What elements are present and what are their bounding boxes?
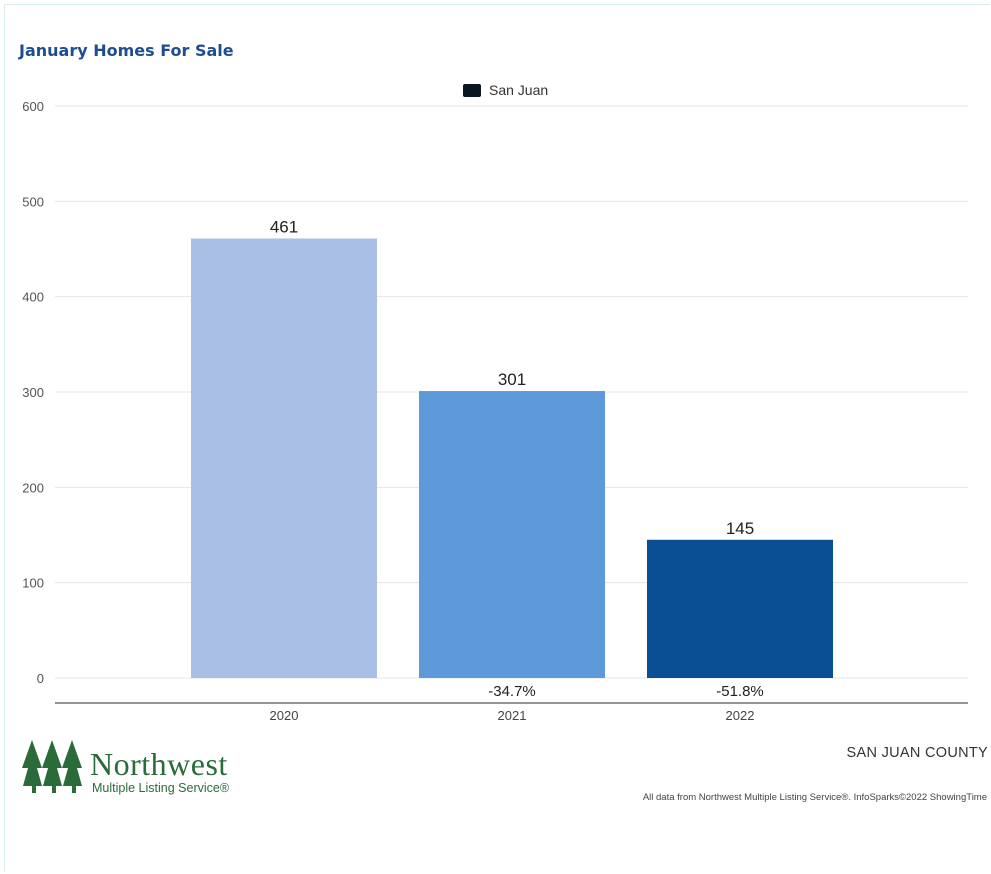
x-tick-label: 2022	[726, 708, 755, 723]
y-tick-label: 500	[22, 194, 44, 209]
y-tick-label: 200	[22, 480, 44, 495]
x-tick-label: 2020	[270, 708, 299, 723]
bar	[647, 539, 833, 678]
bar	[191, 238, 377, 678]
y-tick-label: 0	[37, 671, 44, 686]
change-label: -51.8%	[716, 683, 764, 700]
y-tick-label: 300	[22, 385, 44, 400]
bar-value-label: 301	[498, 370, 526, 389]
chart-frame	[4, 4, 990, 872]
y-tick-label: 600	[22, 99, 44, 114]
y-tick-label: 400	[22, 290, 44, 305]
bar	[419, 391, 605, 678]
logo-name: Northwest	[90, 746, 228, 782]
legend-label: San Juan	[489, 82, 549, 98]
bar-value-label: 145	[726, 519, 754, 538]
legend-swatch	[463, 83, 481, 97]
chart-title: January Homes For Sale	[19, 41, 234, 60]
logo-subtitle: Multiple Listing Service®	[92, 781, 230, 795]
nwmls-logo: Northwest Multiple Listing Service®	[20, 738, 260, 798]
source-note: All data from Northwest Multiple Listing…	[642, 792, 987, 803]
y-tick-label: 100	[22, 576, 44, 591]
legend: San Juan	[463, 82, 548, 98]
tree-logo-icon	[22, 740, 82, 793]
x-tick-label: 2021	[498, 708, 527, 723]
county-label: SAN JUAN COUNTY	[846, 745, 988, 761]
bar-value-label: 461	[270, 218, 298, 237]
change-label: -34.7%	[488, 683, 536, 700]
